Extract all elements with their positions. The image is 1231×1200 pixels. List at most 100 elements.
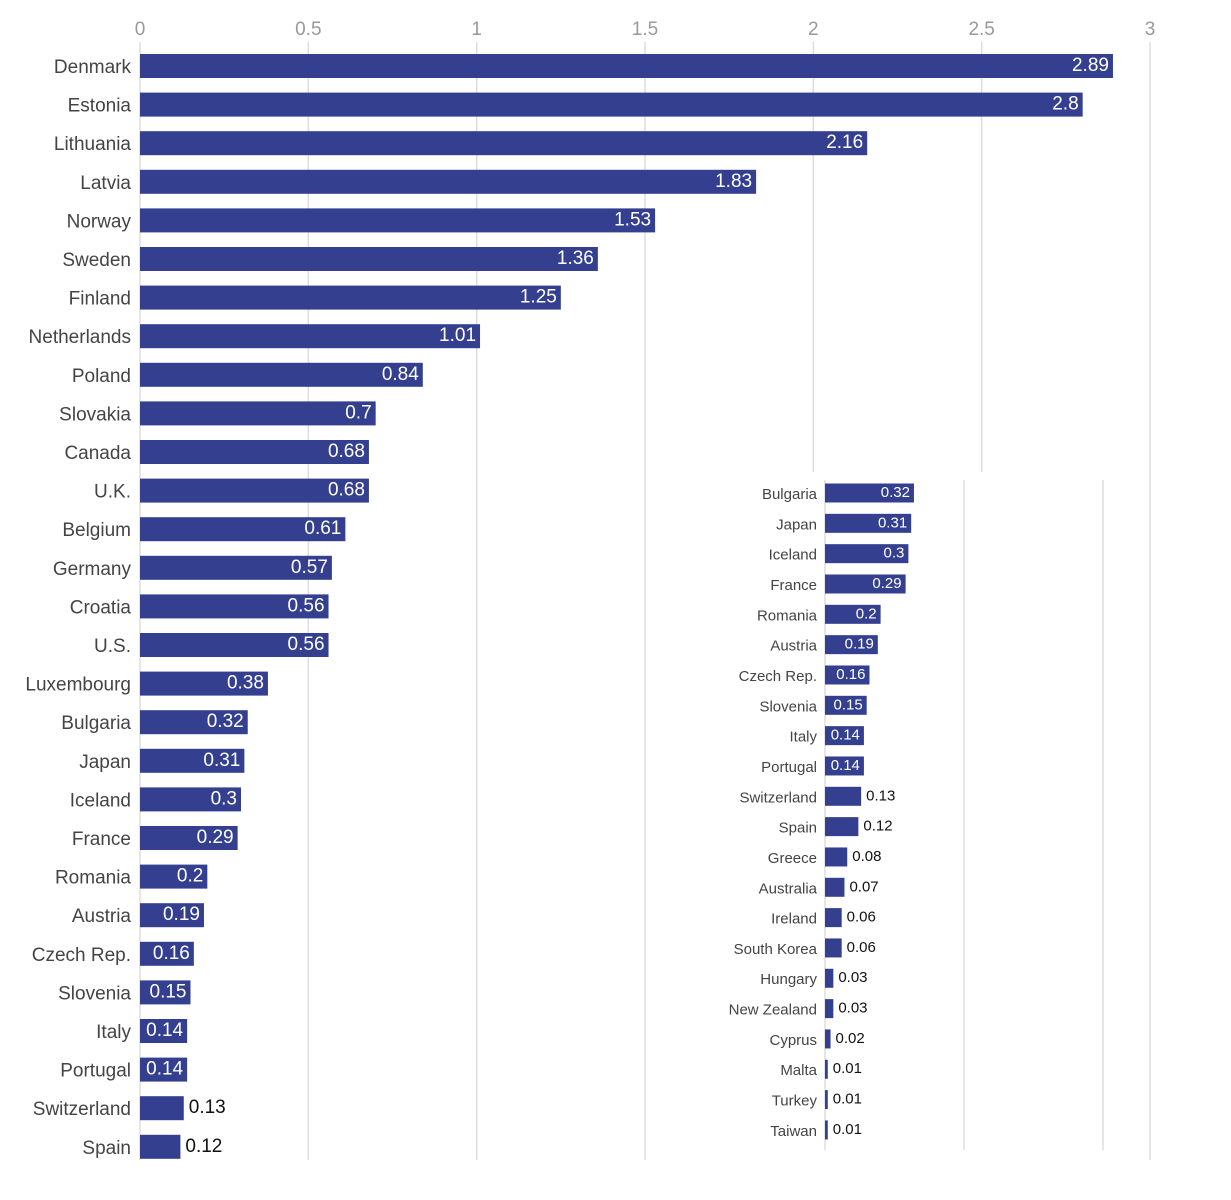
category-label: Romania — [55, 868, 131, 889]
value-label: 0.29 — [872, 575, 901, 592]
bar — [140, 1134, 181, 1159]
value-label: 1.25 — [520, 287, 557, 308]
inset-background — [690, 472, 1140, 1162]
value-label: 0.01 — [833, 1121, 862, 1138]
value-label: 0.3 — [211, 788, 237, 809]
category-label: Spain — [779, 820, 817, 837]
category-label: Turkey — [772, 1093, 818, 1110]
category-label: Bulgaria — [762, 486, 818, 503]
x-tick-label: 1 — [471, 19, 482, 40]
value-label: 0.3 — [884, 545, 905, 562]
value-label: 0.14 — [146, 1059, 183, 1080]
category-label: Hungary — [760, 971, 817, 988]
value-label: 0.08 — [852, 848, 881, 865]
category-label: Iceland — [70, 790, 131, 811]
category-label: Czech Rep. — [32, 945, 131, 966]
bar — [140, 517, 346, 542]
category-label: New Zealand — [729, 1002, 817, 1019]
bar — [140, 748, 245, 773]
value-label: 0.12 — [863, 818, 892, 835]
bar — [140, 324, 481, 349]
category-label: Canada — [64, 443, 131, 464]
category-label: U.S. — [94, 636, 131, 657]
bar — [140, 92, 1083, 117]
bar — [825, 1090, 828, 1110]
bar — [825, 513, 912, 533]
bar — [140, 903, 204, 928]
value-label: 0.03 — [838, 1000, 867, 1017]
value-label: 2.8 — [1052, 94, 1078, 115]
bar — [140, 131, 868, 156]
category-label: Belgium — [62, 520, 131, 541]
category-label: Netherlands — [29, 327, 131, 348]
value-label: 2.16 — [826, 132, 863, 153]
bar — [825, 877, 845, 897]
bar — [825, 847, 848, 867]
bar — [140, 864, 208, 889]
category-label: Spain — [82, 1138, 131, 1159]
value-label: 0.2 — [856, 605, 877, 622]
bar — [825, 756, 864, 776]
category-label: Austria — [72, 906, 132, 927]
category-label: Finland — [69, 289, 131, 310]
value-label: 0.01 — [833, 1091, 862, 1108]
category-label: Cyprus — [769, 1032, 817, 1049]
bar — [140, 362, 423, 387]
category-label: Austria — [770, 638, 817, 655]
bar — [140, 941, 194, 966]
value-label: 0.2 — [177, 866, 203, 887]
value-label: 0.12 — [185, 1136, 222, 1157]
category-label: Croatia — [70, 597, 132, 618]
category-label: Ireland — [771, 911, 817, 928]
value-label: 0.68 — [328, 441, 365, 462]
category-label: Switzerland — [33, 1099, 131, 1120]
value-label: 0.14 — [146, 1020, 183, 1041]
value-label: 0.19 — [845, 636, 874, 653]
value-label: 0.57 — [291, 557, 328, 578]
category-label: Sweden — [62, 250, 131, 271]
bar — [825, 635, 878, 655]
category-label: Australia — [759, 880, 818, 897]
value-label: 0.01 — [833, 1060, 862, 1077]
value-label: 0.06 — [847, 939, 876, 956]
bar — [140, 478, 369, 503]
x-tick-label: 2.5 — [968, 19, 994, 40]
category-label: Czech Rep. — [739, 668, 817, 685]
category-label: South Korea — [734, 941, 818, 958]
bar — [140, 787, 241, 812]
x-tick-label: 0 — [135, 19, 146, 40]
bar — [140, 54, 1113, 78]
value-label: 0.13 — [866, 787, 895, 804]
value-label: 0.14 — [831, 757, 860, 774]
category-label: Slovenia — [759, 698, 817, 715]
bar — [140, 633, 329, 657]
bar — [140, 594, 329, 619]
x-tick-label: 3 — [1145, 19, 1156, 40]
category-label: Switzerland — [739, 789, 817, 806]
value-label: 0.03 — [838, 969, 867, 986]
value-label: 0.13 — [189, 1097, 226, 1118]
value-label: 0.02 — [836, 1030, 865, 1047]
bar — [140, 671, 268, 696]
category-label: Luxembourg — [25, 675, 131, 696]
category-label: France — [770, 577, 817, 594]
value-label: 0.56 — [288, 634, 325, 655]
category-label: France — [72, 829, 131, 850]
category-label: Japan — [776, 516, 817, 533]
bar — [140, 285, 561, 310]
value-label: 0.61 — [304, 518, 341, 539]
category-label: Bulgaria — [61, 713, 131, 734]
bar — [140, 1096, 184, 1121]
bar — [140, 169, 757, 194]
value-label: 0.68 — [328, 480, 365, 501]
value-label: 0.19 — [163, 904, 200, 925]
value-label: 0.31 — [878, 514, 907, 531]
value-label: 2.89 — [1072, 55, 1109, 76]
category-label: Germany — [53, 559, 132, 580]
category-label: Portugal — [761, 759, 817, 776]
value-label: 1.53 — [614, 209, 651, 230]
category-label: Slovenia — [58, 983, 131, 1004]
category-label: Slovakia — [59, 404, 131, 425]
